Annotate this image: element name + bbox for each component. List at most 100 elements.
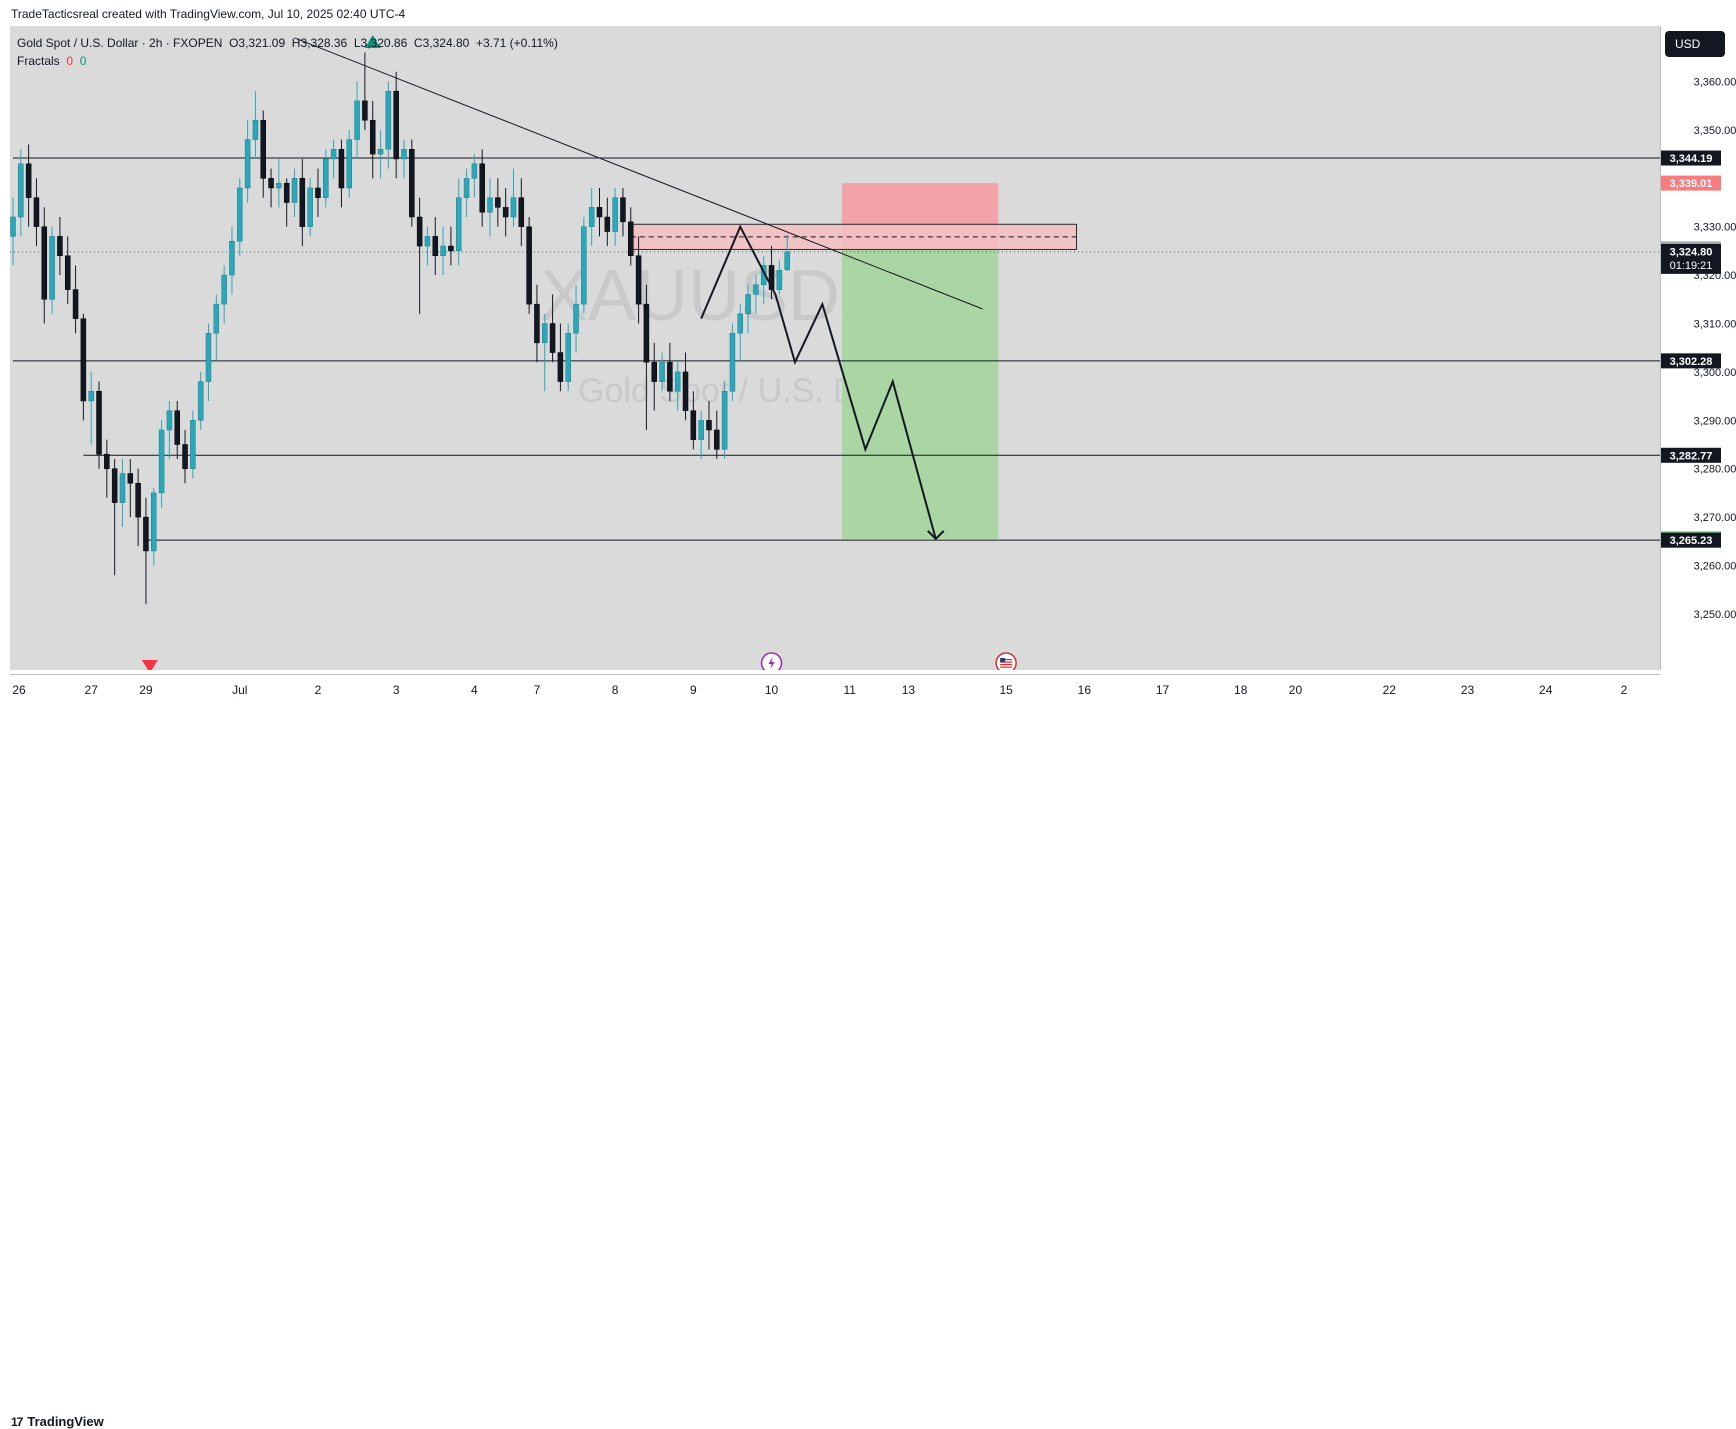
candle-body [276, 182, 282, 189]
price-axis[interactable] [1660, 26, 1736, 670]
x-tick-label: 9 [690, 683, 697, 697]
x-tick-label: 24 [1539, 683, 1553, 697]
candle-body [229, 240, 235, 276]
candle-body [573, 303, 579, 334]
candle-body [674, 371, 681, 392]
candle-body [667, 361, 673, 392]
candle-body [57, 236, 63, 256]
candle-body [346, 139, 353, 189]
y-tick-label: 3,310.00 [1694, 319, 1736, 331]
candle-body [104, 453, 110, 469]
candle-body [698, 420, 704, 440]
price-label-badge [1661, 532, 1721, 548]
candle-body [690, 410, 697, 440]
candle-body [549, 323, 556, 353]
x-tick-label: 13 [902, 683, 916, 697]
tradingview-brand: TradingView [27, 1414, 104, 1429]
candle-body [41, 226, 48, 300]
candle-body [518, 197, 525, 227]
projection-arrowhead [927, 530, 945, 541]
x-tick-label: 2 [1621, 683, 1628, 697]
price-label-badge [1661, 353, 1721, 369]
x-tick-label: 16 [1078, 683, 1092, 697]
tradingview-logo-icon: 17 [11, 1414, 23, 1429]
legend-indicator-row[interactable]: Fractals 0 0 [17, 52, 558, 70]
y-tick-label: 3,270.00 [1694, 512, 1736, 524]
currency-button[interactable]: USD [1665, 31, 1725, 57]
candle-body [190, 420, 196, 469]
candle-body [143, 516, 149, 552]
us-flag-canton [1000, 658, 1006, 662]
candle-body [393, 90, 399, 160]
x-tick-label: 17 [1156, 683, 1170, 697]
candle-body [96, 391, 102, 455]
price-label-text: 3,282.77 [1670, 450, 1713, 462]
us-flag-stripe [1000, 661, 1013, 663]
candle-body [127, 473, 134, 484]
x-tick-label: 8 [612, 683, 619, 697]
candle-body [268, 178, 274, 189]
legend-symbol: Gold Spot / U.S. Dollar · 2h · FXOPEN [17, 36, 223, 50]
candle-body [753, 284, 759, 295]
candle-body [510, 197, 517, 218]
legend-high: H3,328.36 [291, 36, 348, 50]
candle-body [612, 197, 618, 232]
tradingview-logo[interactable]: 17 TradingView [11, 1414, 104, 1429]
x-tick-label: 11 [844, 683, 857, 697]
candle-body [158, 429, 165, 494]
candle-body [706, 420, 712, 431]
us-flag-event-icon [995, 652, 1017, 670]
price-label-badge [1661, 150, 1721, 166]
candle-body [737, 313, 744, 334]
candle-body [260, 119, 266, 179]
candle-body [330, 149, 337, 160]
x-tick-label: 2 [315, 683, 322, 697]
candle-body [643, 303, 650, 363]
candle-body [182, 444, 188, 469]
legend-low: L3,320.86 [353, 36, 408, 50]
candle-body [10, 216, 16, 237]
y-tick-label: 3,280.00 [1694, 464, 1736, 476]
x-tick-label: Jul [232, 683, 247, 697]
top-bar: TradeTacticsreal created with TradingVie… [0, 0, 1736, 26]
projection-path [700, 224, 937, 540]
x-tick-label: 4 [471, 683, 478, 697]
candle-body [369, 119, 376, 155]
y-tick-label: 3,330.00 [1694, 222, 1736, 234]
us-flag-stripe [1000, 666, 1013, 668]
legend-close: C3,324.80 [413, 36, 470, 50]
x-tick-label: 29 [139, 683, 153, 697]
candle-body [18, 163, 24, 218]
candle-body [401, 149, 407, 160]
us-flag-stripe [1000, 659, 1013, 661]
time-axis[interactable] [10, 674, 1660, 703]
legend-indicator-name: Fractals [17, 54, 60, 68]
candle-body [526, 226, 532, 305]
candle-body [768, 265, 775, 290]
y-tick-label: 3,250.00 [1694, 609, 1736, 621]
candle-body [745, 294, 751, 315]
candle-body [174, 410, 180, 445]
legend-indicator-value-down: 0 [66, 54, 74, 68]
candle-body [659, 361, 665, 382]
candle-body [151, 492, 157, 552]
price-label-countdown: 01:19:21 [1670, 260, 1713, 272]
candle-body [237, 187, 243, 242]
candle-body [534, 303, 540, 344]
candle-body [119, 473, 126, 503]
down-arrow-fractal-icon [141, 660, 158, 670]
candle-body [307, 187, 313, 227]
us-flag-stripe [1000, 664, 1013, 666]
candle-body [479, 163, 485, 213]
take-profit-zone [841, 248, 999, 539]
candle-body [88, 391, 94, 402]
y-tick-label: 3,260.00 [1694, 561, 1736, 573]
price-label-badge [1661, 175, 1721, 191]
candle-body [315, 187, 321, 198]
candle-body [502, 207, 509, 218]
legend-change: +3.71 (+0.11%) [475, 36, 558, 50]
x-tick-label: 7 [534, 683, 541, 697]
candle-body [620, 197, 626, 223]
